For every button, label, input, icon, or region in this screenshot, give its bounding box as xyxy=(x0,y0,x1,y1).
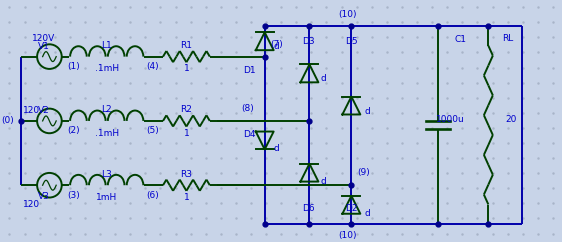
Text: d: d xyxy=(273,42,279,51)
Text: 120: 120 xyxy=(23,106,40,115)
Text: RL: RL xyxy=(502,34,514,43)
Text: d: d xyxy=(320,176,327,186)
Text: D1: D1 xyxy=(243,66,255,75)
Text: d: d xyxy=(320,75,327,83)
Text: (4): (4) xyxy=(147,62,159,71)
Text: (3): (3) xyxy=(67,191,80,200)
Text: (10): (10) xyxy=(338,10,356,19)
Text: D3: D3 xyxy=(302,37,315,46)
Text: V3: V3 xyxy=(38,192,50,201)
Text: d: d xyxy=(273,144,279,153)
Text: (0): (0) xyxy=(1,116,14,125)
Text: d: d xyxy=(364,107,370,116)
Text: d: d xyxy=(364,209,370,218)
Text: (10): (10) xyxy=(338,231,356,240)
Text: 120: 120 xyxy=(23,200,40,209)
Text: 1: 1 xyxy=(184,129,189,138)
Text: R3: R3 xyxy=(180,170,192,179)
Text: D4: D4 xyxy=(243,130,255,139)
Text: 1: 1 xyxy=(184,193,189,202)
Text: .1mH: .1mH xyxy=(94,64,119,73)
Text: (2): (2) xyxy=(67,127,80,136)
Text: D2: D2 xyxy=(345,204,357,213)
Text: (8): (8) xyxy=(242,104,254,113)
Text: (1): (1) xyxy=(67,62,80,71)
Text: V1: V1 xyxy=(38,42,50,51)
Text: 1: 1 xyxy=(184,64,189,73)
Text: .1mH: .1mH xyxy=(94,129,119,138)
Text: D6: D6 xyxy=(302,204,315,213)
Text: 1000u: 1000u xyxy=(436,115,465,124)
Text: 1mH: 1mH xyxy=(96,193,117,202)
Text: L2: L2 xyxy=(101,105,112,114)
Text: 20: 20 xyxy=(505,115,516,124)
Text: R2: R2 xyxy=(180,105,192,114)
Text: (7): (7) xyxy=(271,40,283,49)
Text: V2: V2 xyxy=(38,106,49,115)
Text: R1: R1 xyxy=(180,41,192,50)
Text: L1: L1 xyxy=(101,41,112,50)
Text: 120V: 120V xyxy=(32,34,56,43)
Text: (6): (6) xyxy=(147,191,159,200)
Text: C1: C1 xyxy=(455,35,466,44)
Text: D5: D5 xyxy=(345,37,357,46)
Text: (5): (5) xyxy=(147,127,159,136)
Text: L3: L3 xyxy=(101,170,112,179)
Text: (9): (9) xyxy=(357,168,370,177)
